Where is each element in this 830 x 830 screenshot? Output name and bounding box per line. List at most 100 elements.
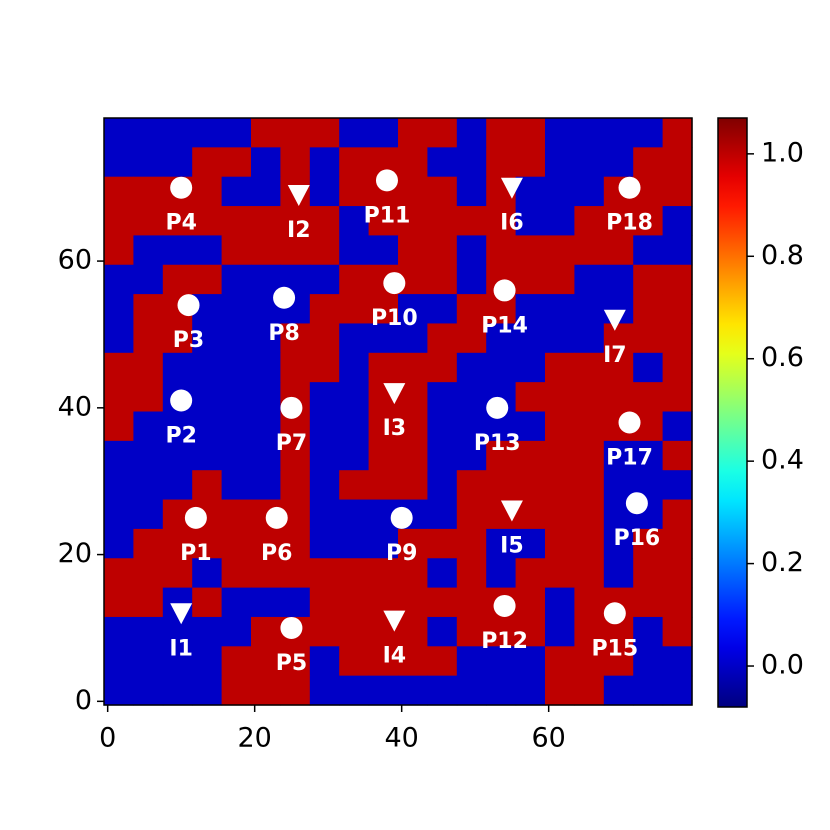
heat-cell xyxy=(221,118,252,148)
heat-cell xyxy=(633,646,664,677)
heat-cell xyxy=(456,235,487,266)
heat-cell xyxy=(574,352,605,383)
heat-cell xyxy=(280,352,311,383)
heat-cell xyxy=(133,264,164,295)
heat-cell xyxy=(133,499,164,530)
heat-cell xyxy=(251,382,281,413)
heat-cell xyxy=(662,352,693,383)
heat-cell xyxy=(456,558,487,589)
heat-cell xyxy=(104,499,134,530)
heat-cell xyxy=(221,382,252,413)
heat-cell xyxy=(456,118,487,148)
heat-cell xyxy=(456,616,487,647)
heat-cell xyxy=(545,235,575,266)
heat-cell xyxy=(603,440,634,471)
heat-cell xyxy=(427,411,458,442)
heat-cell xyxy=(633,147,664,178)
well-label: P13 xyxy=(474,431,521,456)
heat-cell xyxy=(104,294,134,325)
heat-cell xyxy=(192,675,223,706)
heat-cell xyxy=(368,470,399,501)
heat-cell xyxy=(339,235,370,266)
heat-cell xyxy=(456,470,487,501)
heat-cell xyxy=(398,470,428,501)
colorbar-tick-label: 1.0 xyxy=(761,137,804,168)
heat-cell xyxy=(309,382,340,413)
well-label: P16 xyxy=(614,526,661,551)
heat-cell xyxy=(368,528,399,559)
heat-cell xyxy=(574,587,605,618)
heat-cell xyxy=(280,587,311,618)
heat-cell xyxy=(456,176,487,207)
well-label: I5 xyxy=(500,534,524,559)
heat-cell xyxy=(104,206,134,236)
heat-cell xyxy=(545,499,575,530)
well-label: I6 xyxy=(500,211,524,236)
heat-cell xyxy=(662,646,693,677)
well-label: I7 xyxy=(603,343,627,368)
heat-cell xyxy=(192,235,223,266)
heat-cell xyxy=(662,411,693,442)
heat-cell xyxy=(574,440,605,471)
heat-cell xyxy=(133,675,164,706)
producer-marker xyxy=(375,169,398,192)
well-label: P12 xyxy=(481,629,528,654)
heat-cell xyxy=(339,646,370,677)
injector-marker xyxy=(383,610,406,632)
heat-cell xyxy=(515,616,546,647)
heat-cell xyxy=(456,411,487,442)
well-label: P1 xyxy=(180,541,211,566)
heat-cell xyxy=(545,147,575,178)
heat-cell xyxy=(192,176,223,207)
heat-cell xyxy=(192,587,223,618)
heat-cell xyxy=(662,323,693,354)
x-tick-label: 0 xyxy=(99,723,116,754)
heat-cell xyxy=(515,587,546,618)
producer-marker xyxy=(625,492,648,515)
heat-cell xyxy=(251,440,281,471)
heat-cell xyxy=(398,352,428,383)
heat-cell xyxy=(368,646,399,677)
colorbar-tick-label: 0.4 xyxy=(761,445,804,476)
heat-cell xyxy=(603,352,634,383)
heat-cell xyxy=(574,264,605,295)
colorbar-tick-label: 0.6 xyxy=(761,342,804,373)
heat-cell xyxy=(251,206,281,236)
heat-cell xyxy=(133,323,164,354)
heat-cell xyxy=(486,206,517,236)
heat-cell xyxy=(368,323,399,354)
heat-cell xyxy=(633,528,664,559)
heat-cell xyxy=(339,323,370,354)
heat-cell xyxy=(104,675,134,706)
heat-cell xyxy=(545,411,575,442)
injector-marker xyxy=(603,309,626,331)
heat-cell xyxy=(162,528,193,559)
heat-cell xyxy=(486,235,517,266)
heat-cell xyxy=(574,206,605,236)
well-label: P9 xyxy=(386,541,417,566)
heat-cell xyxy=(398,176,428,207)
heat-cell xyxy=(633,118,664,148)
heat-cell xyxy=(545,675,575,706)
heat-cell xyxy=(192,206,223,236)
heat-cell xyxy=(251,235,281,266)
heat-cell xyxy=(427,323,458,354)
producer-marker xyxy=(493,594,516,617)
heat-cell xyxy=(104,147,134,178)
heat-cell xyxy=(515,147,546,178)
heat-cell xyxy=(515,264,546,295)
heat-cell xyxy=(280,528,311,559)
heat-cell xyxy=(574,118,605,148)
heat-cell xyxy=(427,440,458,471)
heat-cell xyxy=(456,206,487,236)
heat-cell xyxy=(133,440,164,471)
heat-cell xyxy=(456,382,487,413)
heat-cell xyxy=(162,616,193,647)
heat-cell xyxy=(515,528,546,559)
producer-marker xyxy=(280,396,303,419)
heat-cell xyxy=(603,382,634,413)
heat-cell xyxy=(603,118,634,148)
heat-cell xyxy=(515,206,546,236)
heat-cell xyxy=(133,646,164,677)
heat-cell xyxy=(221,470,252,501)
